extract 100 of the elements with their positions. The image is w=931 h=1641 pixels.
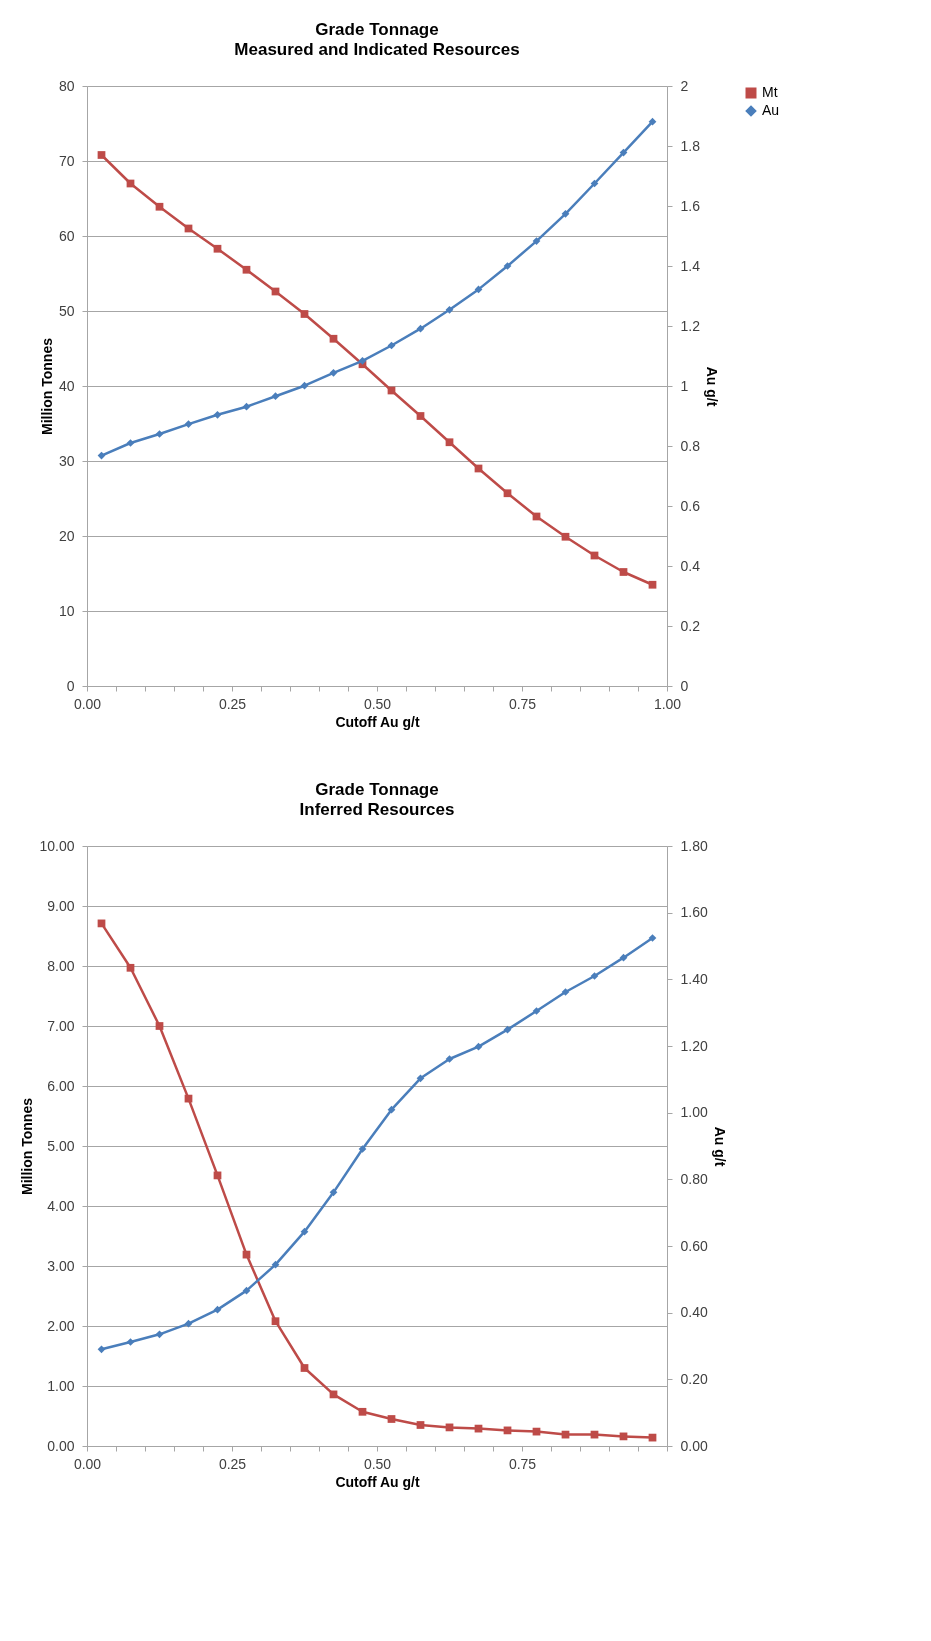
- y-tick-label: 50: [58, 302, 75, 319]
- point: [358, 1145, 367, 1153]
- point: [155, 202, 164, 211]
- x-axis-title: Cutoff Au g/t: [335, 713, 420, 730]
- point: [503, 262, 512, 270]
- point: [619, 953, 628, 962]
- x-tick-label: 0.25: [218, 695, 247, 712]
- y-tick-label: 6.00: [47, 1077, 75, 1094]
- point: [416, 412, 425, 420]
- y2-tick-label: 1.20: [680, 1037, 708, 1054]
- point: [561, 988, 570, 996]
- point: [445, 1055, 454, 1063]
- x-tick-label: 1.00: [653, 695, 682, 712]
- y2-tick-label: 1.4: [680, 257, 701, 274]
- y-tick-label: 1.00: [47, 1377, 75, 1394]
- point: [242, 402, 251, 411]
- y2-tick-label: 0.20: [680, 1370, 708, 1387]
- x-tick-label: 0.25: [218, 1455, 247, 1472]
- point: [184, 1319, 193, 1328]
- y2-tick-label: 0.8: [680, 437, 701, 454]
- legend-label: Mt: [762, 84, 778, 100]
- y2-tick-label: 1.6: [680, 197, 701, 214]
- point: [358, 356, 367, 365]
- point: [213, 410, 222, 419]
- x-tick-label: 0.00: [73, 695, 102, 712]
- point: [503, 1025, 512, 1034]
- point: [445, 438, 454, 447]
- y-tick-label: 9.00: [47, 897, 75, 914]
- point: [387, 1415, 396, 1423]
- x-axis-title: Cutoff Au g/t: [335, 1473, 420, 1490]
- chart-title: Grade Tonnage: [315, 780, 439, 799]
- x-tick-label: 0.75: [508, 695, 537, 712]
- point: [561, 209, 570, 218]
- point: [648, 934, 657, 942]
- point: [416, 324, 425, 333]
- y-tick-label: 40: [58, 377, 75, 394]
- y-tick-label: 0: [66, 677, 75, 694]
- y-tick-label: 5.00: [47, 1137, 75, 1154]
- y-axis-title: Million Tonnes: [19, 1097, 36, 1195]
- y2-tick-label: 1.60: [680, 904, 708, 921]
- point: [300, 1364, 309, 1372]
- point: [590, 972, 599, 980]
- y-tick-label: 8.00: [47, 957, 75, 974]
- y2-tick-label: 0.00: [680, 1437, 708, 1454]
- point: [97, 151, 106, 159]
- x-tick-label: 0.75: [508, 1455, 537, 1472]
- y-tick-label: 30: [58, 452, 75, 469]
- point: [329, 334, 338, 343]
- point: [213, 1305, 222, 1314]
- point: [97, 1345, 106, 1354]
- y-tick-label: 20: [58, 527, 75, 544]
- point: [155, 1022, 164, 1030]
- y2-axis-title: Au g/t: [703, 366, 720, 407]
- legend-label: Au: [762, 102, 780, 118]
- y-axis-title: Million Tonnes: [38, 337, 55, 435]
- y-tick-label: 80: [58, 77, 75, 94]
- y2-tick-label: 0.80: [680, 1170, 708, 1187]
- chart-subtitle: Inferred Resources: [299, 800, 455, 819]
- point: [126, 1338, 135, 1346]
- y2-tick-label: 0.6: [680, 497, 701, 514]
- y-tick-label: 0.00: [47, 1437, 75, 1454]
- y2-tick-label: 0.4: [680, 557, 701, 574]
- point: [213, 244, 222, 253]
- y-tick-label: 10: [58, 602, 75, 619]
- point: [416, 1421, 425, 1429]
- point: [155, 430, 164, 438]
- point: [242, 265, 251, 274]
- point: [155, 1330, 164, 1339]
- point: [648, 580, 657, 589]
- chart-subtitle: Measured and Indicated Resources: [234, 40, 520, 59]
- point: [416, 1074, 425, 1083]
- y2-tick-label: 0.60: [680, 1237, 708, 1254]
- y-tick-label: 4.00: [47, 1197, 75, 1214]
- point: [358, 1407, 367, 1416]
- y2-tick-label: 1: [680, 377, 689, 394]
- point: [648, 117, 657, 126]
- point: [242, 1286, 251, 1295]
- y2-tick-label: 0: [680, 677, 689, 694]
- point: [329, 368, 338, 377]
- point: [300, 381, 309, 390]
- y-tick-label: 3.00: [47, 1257, 75, 1274]
- x-tick-label: 0.50: [363, 1455, 392, 1472]
- point: [126, 963, 135, 972]
- point: [126, 439, 135, 447]
- point: [300, 1227, 309, 1236]
- point: [184, 420, 193, 428]
- point: [619, 568, 628, 576]
- point: [300, 310, 309, 318]
- y2-tick-label: 1.00: [680, 1104, 708, 1121]
- point: [503, 489, 512, 498]
- point: [445, 305, 454, 314]
- y2-tick-label: 0.40: [680, 1304, 708, 1321]
- point: [532, 1007, 541, 1015]
- y2-tick-label: 1.2: [680, 317, 701, 334]
- y-tick-label: 60: [58, 227, 75, 244]
- point: [532, 237, 541, 245]
- point: [329, 1188, 338, 1197]
- y2-tick-label: 1.40: [680, 970, 708, 987]
- y-tick-label: 10.00: [39, 837, 75, 854]
- point: [387, 1105, 396, 1114]
